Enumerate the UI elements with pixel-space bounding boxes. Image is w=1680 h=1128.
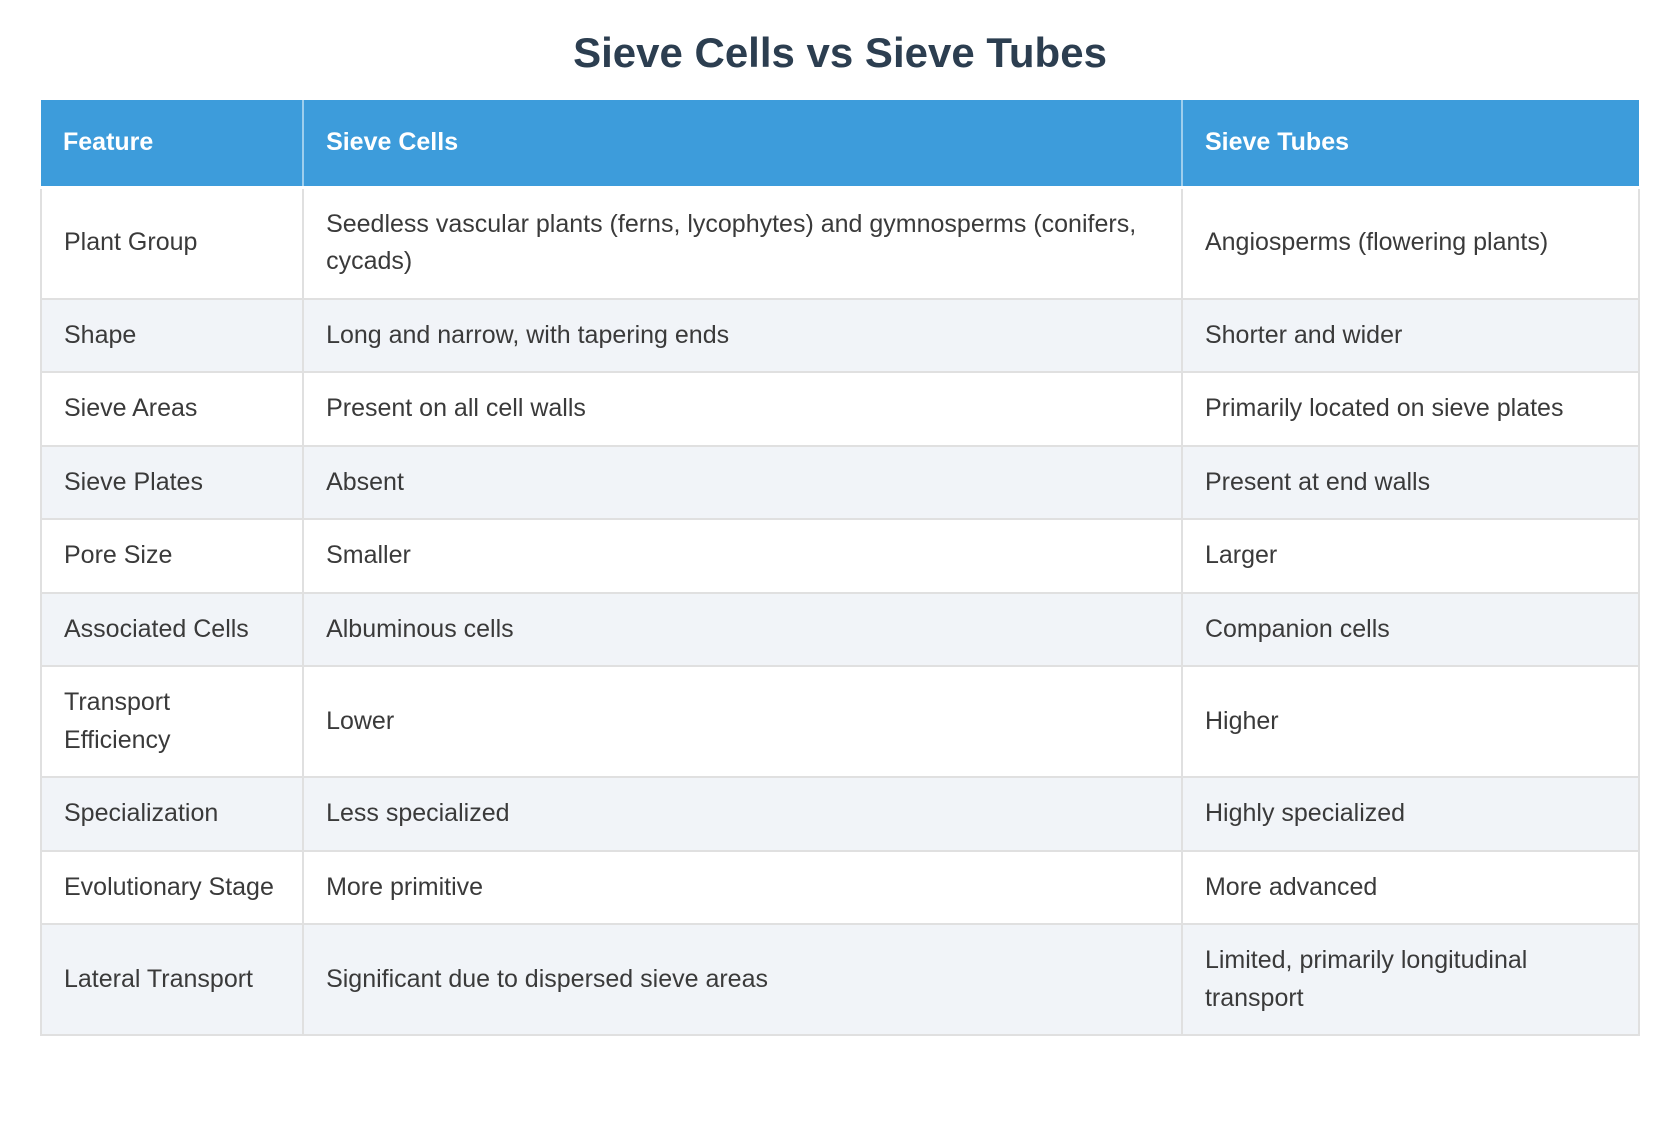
feature-cell: Associated Cells xyxy=(39,591,305,668)
column-header-sieve-tubes: Sieve Tubes xyxy=(1180,100,1639,189)
table-header: Feature Sieve Cells Sieve Tubes xyxy=(41,100,1639,189)
page-title: Sieve Cells vs Sieve Tubes xyxy=(573,29,1107,76)
sieve-cells-cell: More primitive xyxy=(302,849,1183,926)
table-row: Shape Long and narrow, with tapering end… xyxy=(39,297,1641,374)
sieve-tubes-cell: Shorter and wider xyxy=(1180,297,1641,374)
column-header-sieve-cells: Sieve Cells xyxy=(302,100,1182,189)
table-body: Plant Group Seedless vascular plants (fe… xyxy=(39,186,1641,1037)
table-row: Transport Efficiency Lower Higher xyxy=(39,665,1641,779)
sieve-cells-cell: Albuminous cells xyxy=(302,591,1183,668)
table-row: Sieve Areas Present on all cell walls Pr… xyxy=(39,371,1641,447)
sieve-tubes-cell: Primarily located on sieve plates xyxy=(1180,371,1641,447)
feature-cell: Specialization xyxy=(39,776,305,852)
sieve-cells-cell: Lower xyxy=(302,665,1183,779)
feature-cell: Pore Size xyxy=(39,518,305,594)
sieve-tubes-cell: Limited, primarily longitudinal transpor… xyxy=(1180,923,1641,1037)
table-row: Plant Group Seedless vascular plants (fe… xyxy=(39,186,1641,300)
sieve-cells-cell: Seedless vascular plants (ferns, lycophy… xyxy=(302,186,1183,300)
sieve-tubes-cell: Larger xyxy=(1180,518,1641,594)
column-header-feature: Feature xyxy=(41,100,304,189)
table-row: Associated Cells Albuminous cells Compan… xyxy=(39,591,1641,668)
header-row: Feature Sieve Cells Sieve Tubes xyxy=(41,100,1639,189)
feature-cell: Plant Group xyxy=(39,186,305,300)
comparison-table: Feature Sieve Cells Sieve Tubes Plant Gr… xyxy=(39,100,1641,1037)
table-row: Pore Size Smaller Larger xyxy=(39,518,1641,594)
sieve-cells-cell: Present on all cell walls xyxy=(302,371,1183,447)
table-row: Lateral Transport Significant due to dis… xyxy=(39,923,1641,1037)
feature-cell: Sieve Plates xyxy=(39,444,305,521)
sieve-tubes-cell: Angiosperms (flowering plants) xyxy=(1180,186,1641,300)
sieve-tubes-cell: Present at end walls xyxy=(1180,444,1641,521)
table-row: Sieve Plates Absent Present at end walls xyxy=(39,444,1641,521)
sieve-tubes-cell: Companion cells xyxy=(1180,591,1641,668)
sieve-cells-cell: Smaller xyxy=(302,518,1183,594)
sieve-tubes-cell: Highly specialized xyxy=(1180,776,1641,852)
feature-cell: Shape xyxy=(39,297,305,374)
sieve-cells-cell: Significant due to dispersed sieve areas xyxy=(302,923,1183,1037)
feature-cell: Sieve Areas xyxy=(39,371,305,447)
table-row: Specialization Less specialized Highly s… xyxy=(39,776,1641,852)
feature-cell: Lateral Transport xyxy=(39,923,305,1037)
sieve-tubes-cell: Higher xyxy=(1180,665,1641,779)
sieve-cells-cell: Absent xyxy=(302,444,1183,521)
feature-cell: Transport Efficiency xyxy=(39,665,305,779)
feature-cell: Evolutionary Stage xyxy=(39,849,305,926)
sieve-cells-cell: Less specialized xyxy=(302,776,1183,852)
sieve-tubes-cell: More advanced xyxy=(1180,849,1641,926)
sieve-cells-cell: Long and narrow, with tapering ends xyxy=(302,297,1183,374)
table-row: Evolutionary Stage More primitive More a… xyxy=(39,849,1641,926)
